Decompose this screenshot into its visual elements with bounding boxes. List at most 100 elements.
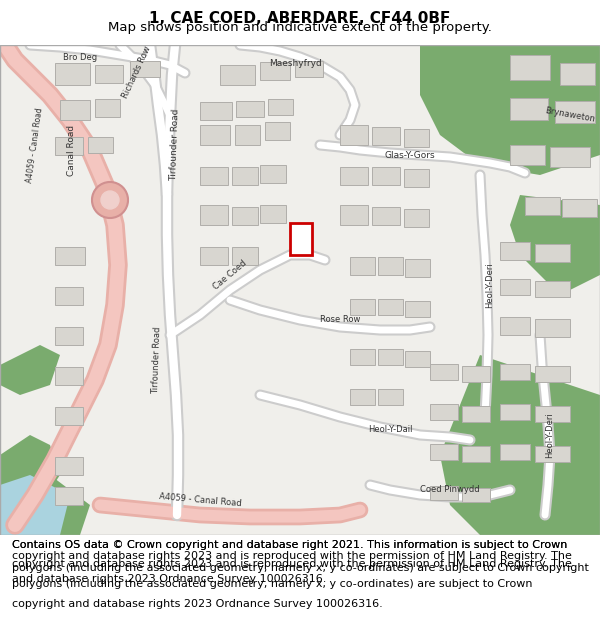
Bar: [378, 299, 403, 315]
Text: Cae Coed: Cae Coed: [212, 259, 248, 291]
Bar: [372, 207, 400, 225]
Bar: [372, 127, 400, 145]
Circle shape: [92, 182, 128, 218]
Text: 1, CAE COED, ABERDARE, CF44 0BF: 1, CAE COED, ABERDARE, CF44 0BF: [149, 11, 451, 26]
Bar: [500, 364, 530, 380]
Bar: [550, 147, 590, 167]
Bar: [55, 457, 83, 475]
Bar: [200, 205, 228, 225]
Bar: [260, 165, 286, 183]
Bar: [55, 487, 83, 505]
Bar: [500, 279, 530, 295]
Bar: [535, 446, 570, 462]
Bar: [430, 486, 458, 500]
Bar: [562, 199, 597, 217]
Bar: [260, 62, 290, 80]
Text: copyright and database rights 2023 Ordnance Survey 100026316.: copyright and database rights 2023 Ordna…: [12, 599, 383, 609]
Bar: [220, 65, 255, 85]
Bar: [535, 244, 570, 262]
Bar: [350, 389, 375, 405]
Bar: [55, 367, 83, 385]
Bar: [510, 98, 548, 120]
Bar: [55, 407, 83, 425]
Polygon shape: [0, 435, 60, 515]
Polygon shape: [420, 45, 600, 175]
Bar: [462, 366, 490, 382]
Bar: [378, 349, 403, 365]
Bar: [378, 389, 403, 405]
Bar: [405, 301, 430, 317]
Bar: [462, 488, 490, 502]
Bar: [525, 197, 560, 215]
Bar: [95, 65, 123, 83]
Bar: [340, 125, 368, 145]
Polygon shape: [440, 355, 600, 535]
Polygon shape: [510, 195, 600, 295]
Bar: [510, 55, 550, 80]
Bar: [260, 205, 286, 223]
Bar: [560, 63, 595, 85]
Polygon shape: [0, 475, 70, 535]
Bar: [500, 404, 530, 420]
Text: Rose Row: Rose Row: [320, 316, 360, 324]
Text: Contains OS data © Crown copyright and database right 2021. This information is : Contains OS data © Crown copyright and d…: [12, 539, 568, 549]
Bar: [430, 404, 458, 420]
Bar: [430, 364, 458, 380]
Bar: [55, 287, 83, 305]
Bar: [535, 366, 570, 382]
Bar: [236, 101, 264, 117]
Text: Map shows position and indicative extent of the property.: Map shows position and indicative extent…: [108, 21, 492, 34]
Bar: [404, 129, 429, 147]
Bar: [462, 406, 490, 422]
Polygon shape: [0, 345, 60, 395]
Bar: [265, 122, 290, 140]
Bar: [200, 102, 232, 120]
Bar: [268, 99, 293, 115]
Text: Tirfounder Road: Tirfounder Road: [151, 326, 163, 394]
Bar: [55, 137, 83, 155]
Bar: [95, 99, 120, 117]
Bar: [200, 167, 228, 185]
Bar: [235, 125, 260, 145]
Text: Contains OS data © Crown copyright and database right 2021. This information is : Contains OS data © Crown copyright and d…: [12, 539, 589, 584]
Bar: [405, 351, 430, 367]
Bar: [500, 242, 530, 260]
Bar: [404, 209, 429, 227]
Bar: [430, 444, 458, 460]
Polygon shape: [0, 475, 90, 535]
Bar: [55, 327, 83, 345]
Bar: [232, 167, 258, 185]
Bar: [535, 406, 570, 422]
Bar: [340, 205, 368, 225]
Bar: [350, 257, 375, 275]
Text: Heol-Y-Deri: Heol-Y-Deri: [545, 412, 554, 458]
Bar: [290, 223, 312, 255]
Text: A4059 - Canal Road: A4059 - Canal Road: [25, 107, 45, 183]
Bar: [555, 101, 595, 123]
Text: Heol-Y-Deri: Heol-Y-Deri: [485, 262, 494, 308]
Text: Brynaweton: Brynaweton: [544, 106, 596, 124]
Bar: [350, 349, 375, 365]
Bar: [55, 63, 90, 85]
Text: Maeshyfryd: Maeshyfryd: [269, 59, 322, 68]
Bar: [55, 247, 85, 265]
Text: copyright and database rights 2023 and is reproduced with the permission of HM L: copyright and database rights 2023 and i…: [12, 559, 572, 569]
Bar: [510, 145, 545, 165]
Bar: [232, 247, 258, 265]
Bar: [535, 319, 570, 337]
Bar: [500, 317, 530, 335]
Bar: [60, 100, 90, 120]
Bar: [340, 167, 368, 185]
Bar: [500, 444, 530, 460]
Text: Coed Pinwydd: Coed Pinwydd: [420, 486, 480, 494]
Text: Canal Road: Canal Road: [67, 124, 77, 176]
Bar: [295, 61, 323, 77]
Bar: [462, 446, 490, 462]
Text: polygons (including the associated geometry, namely x, y co-ordinates) are subje: polygons (including the associated geome…: [12, 579, 533, 589]
Bar: [372, 167, 400, 185]
Text: Glas-Y-Gors: Glas-Y-Gors: [385, 151, 436, 159]
Bar: [378, 257, 403, 275]
Bar: [405, 259, 430, 277]
Text: Bro Deg: Bro Deg: [63, 52, 97, 61]
Bar: [232, 207, 258, 225]
